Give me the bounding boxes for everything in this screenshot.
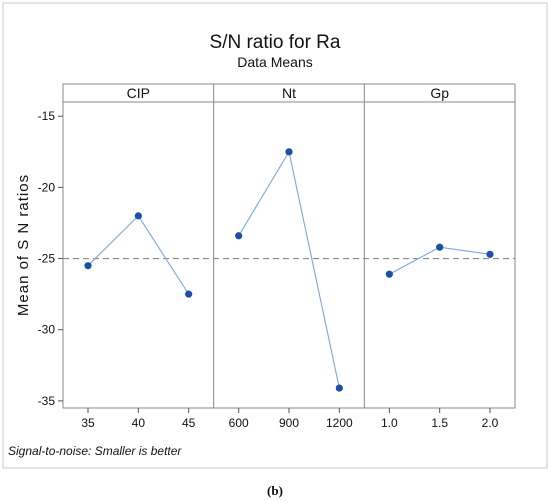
data-point (134, 212, 142, 220)
series-line (87, 214, 190, 295)
series-line (389, 246, 491, 275)
panel-label: Nt (282, 85, 296, 101)
plot-border (62, 83, 516, 409)
footnote: Signal-to-noise: Smaller is better (8, 444, 182, 458)
y-tick-label: -20 (38, 180, 56, 194)
y-tick-label: -25 (38, 252, 56, 266)
data-point (436, 243, 444, 251)
data-point (335, 384, 343, 392)
data-point (185, 290, 193, 298)
panel-label: Gp (430, 85, 449, 101)
figure-caption: (b) (267, 483, 283, 498)
chart-title: S/N ratio for Ra (210, 32, 341, 53)
plot-area: -15 -20 -25 -30 -35 CIP 35 40 45 Nt 600 900 1200 Gp 1.… (38, 83, 516, 430)
y-axis-label: Mean of S N ratios (15, 174, 32, 316)
x-tick-label: 40 (132, 416, 146, 430)
x-tick-label: 2.0 (482, 416, 499, 430)
x-tick-label: 1.5 (431, 416, 448, 430)
x-tick-label: 35 (81, 416, 95, 430)
chart-subtitle: Data Means (237, 54, 312, 70)
series-line (238, 150, 340, 389)
data-point (385, 270, 393, 278)
x-tick-label: 600 (229, 416, 249, 430)
x-tick-label: 1200 (326, 416, 353, 430)
chart-frame (2, 2, 548, 469)
data-point (84, 262, 92, 270)
x-tick-label: 1.0 (381, 416, 398, 430)
x-tick-label: 900 (279, 416, 299, 430)
data-point (486, 250, 494, 258)
y-tick-label: -15 (38, 109, 56, 123)
panel-label: CIP (127, 85, 150, 101)
y-tick-label: -35 (38, 394, 56, 408)
data-point (235, 232, 243, 240)
x-tick-label: 45 (182, 416, 196, 430)
y-tick-label: -30 (38, 323, 56, 337)
data-point (285, 148, 293, 156)
